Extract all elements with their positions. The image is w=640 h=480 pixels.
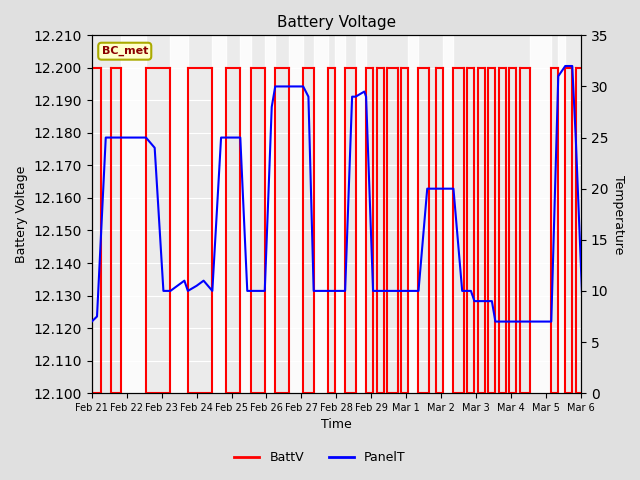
Bar bbox=[531, 36, 551, 393]
Bar bbox=[558, 36, 565, 393]
Bar bbox=[335, 36, 345, 393]
Bar bbox=[240, 36, 251, 393]
Bar bbox=[122, 36, 146, 393]
Y-axis label: Battery Voltage: Battery Voltage bbox=[15, 166, 28, 263]
Bar bbox=[408, 36, 419, 393]
Title: Battery Voltage: Battery Voltage bbox=[277, 15, 396, 30]
X-axis label: Time: Time bbox=[321, 419, 352, 432]
Bar bbox=[212, 36, 227, 393]
Bar bbox=[265, 36, 275, 393]
Bar bbox=[356, 36, 366, 393]
Bar bbox=[443, 36, 454, 393]
Y-axis label: Temperature: Temperature bbox=[612, 175, 625, 254]
Bar bbox=[314, 36, 328, 393]
Bar bbox=[289, 36, 303, 393]
Text: BC_met: BC_met bbox=[102, 46, 148, 56]
Legend: BattV, PanelT: BattV, PanelT bbox=[229, 446, 411, 469]
Bar bbox=[170, 36, 188, 393]
